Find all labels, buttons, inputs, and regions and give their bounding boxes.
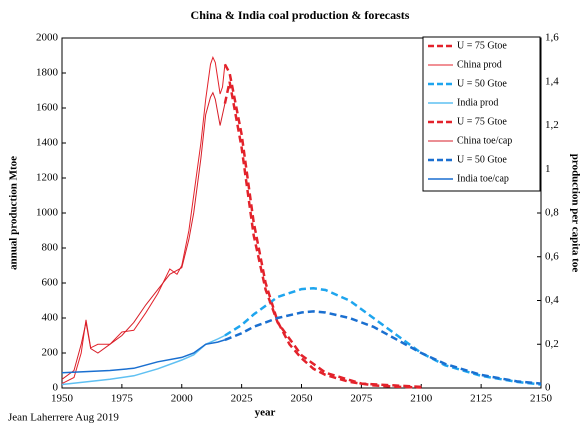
series-line [224,310,542,385]
legend-label: India prod [457,97,498,108]
y2-tick-label: 0,2 [545,338,559,350]
y-tick-label: 1200 [36,172,59,184]
y-tick-label: 1600 [36,102,59,114]
x-tick-label: 1950 [51,393,74,405]
series-line [224,287,542,386]
y2-tick-label: 1,6 [545,32,559,44]
series-line [61,334,226,386]
y2-tick-label: 0,8 [545,207,559,219]
y-axis-label: annual production Mtoe [8,156,20,270]
footnote: Jean Laherrere Aug 2019 [8,412,119,424]
y-tick-label: 1400 [36,137,59,149]
x-tick-label: 2150 [530,393,553,405]
legend-label: U = 75 Gtoe [457,40,507,51]
series-line [61,339,226,374]
series-line [61,55,226,385]
x-tick-label: 2000 [171,393,194,405]
y-tick-label: 800 [42,242,59,254]
legend-label: China prod [457,59,502,70]
y2-tick-label: 1 [545,163,551,175]
x-axis-label: year [255,407,276,419]
x-tick-label: 2100 [410,393,433,405]
y-tick-label: 200 [42,347,59,359]
legend-label: U = 50 Gtoe [457,154,507,165]
y-tick-label: 1800 [36,67,59,79]
chart-title: China & India coal production & forecast… [191,8,410,22]
legend-label: U = 75 Gtoe [457,116,507,127]
y-tick-label: 1000 [36,207,59,219]
y2-axis-label: production per capita toe [569,154,581,273]
x-tick-label: 2050 [291,393,314,405]
legend-label: India toe/cap [457,173,509,184]
y2-tick-label: 0,6 [545,250,559,262]
legend-label: U = 50 Gtoe [457,78,507,89]
x-tick-label: 1975 [111,393,134,405]
y2-tick-label: 1,4 [545,75,559,87]
y-tick-label: 2000 [36,32,59,44]
y-tick-label: 0 [53,382,59,394]
series-line [61,91,226,380]
x-tick-label: 2075 [350,393,373,405]
x-tick-label: 2025 [231,393,254,405]
y2-tick-label: 0 [545,382,551,394]
x-tick-label: 2125 [470,393,493,405]
legend-label: China toe/cap [457,135,512,146]
y-tick-label: 600 [42,277,59,289]
legend-box [422,36,541,192]
y2-tick-label: 0,4 [545,294,559,306]
y2-tick-label: 1,2 [545,119,559,131]
series-line [223,81,422,389]
y-tick-label: 400 [42,312,59,324]
series-line [223,63,422,389]
